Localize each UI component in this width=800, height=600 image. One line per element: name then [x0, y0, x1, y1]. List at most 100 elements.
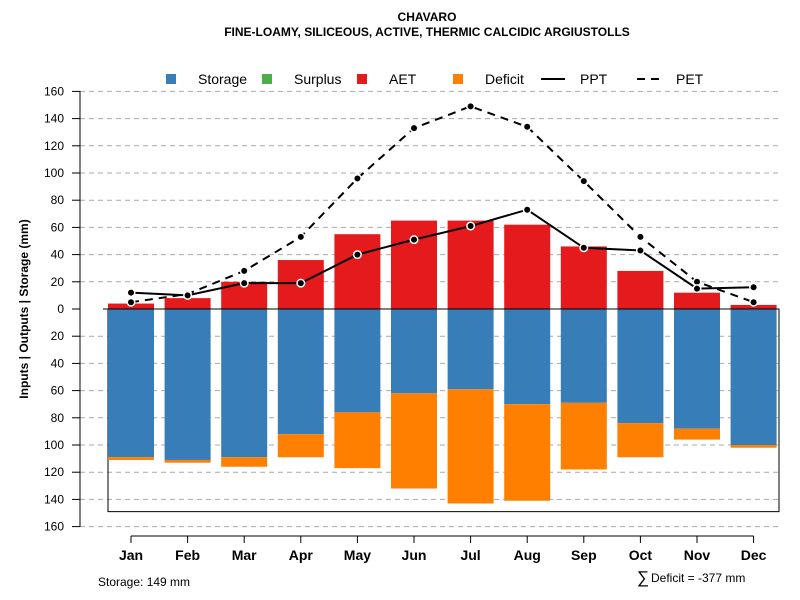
aet-bar	[447, 220, 494, 309]
pet-point	[524, 123, 531, 130]
legend: Storage Surplus AET Deficit PPT PET	[166, 71, 704, 87]
pet-line	[130, 105, 754, 304]
y-tick-label: 40	[51, 356, 65, 370]
deficit-bar	[391, 393, 437, 489]
x-tick-label: Aug	[514, 547, 541, 563]
legend-label: PET	[676, 71, 704, 87]
pet-point	[297, 233, 304, 240]
pet-point	[411, 125, 417, 132]
y-tick-label: 160	[44, 84, 64, 98]
deficit-bar	[674, 428, 720, 440]
x-tick-label: Apr	[289, 547, 314, 563]
ppt-point	[297, 280, 304, 287]
x-tick-label: Dec	[741, 547, 767, 563]
deficit-bar	[617, 423, 664, 458]
y-axis: 160 140 120 100 80 60 40 20 0 20 40 60 80 100 120 140 16…	[44, 84, 81, 534]
x-tick-label: Mar	[232, 547, 257, 563]
deficit-bar	[730, 445, 777, 448]
pet-point	[750, 299, 757, 306]
aet-bar	[334, 234, 381, 309]
ppt-point	[411, 236, 417, 243]
y-tick-label: 20	[51, 275, 65, 289]
chart-subtitle: FINE-LOAMY, SILICEOUS, ACTIVE, THERMIC C…	[224, 25, 630, 39]
deficit-bar	[447, 389, 494, 504]
y-tick-label: 60	[51, 384, 65, 398]
pet-point	[467, 103, 474, 110]
y-tick-label: 80	[51, 411, 65, 425]
ppt-point	[637, 247, 644, 254]
storage-bar	[447, 309, 494, 390]
ppt-point	[354, 251, 361, 258]
y-tick-label: 140	[44, 492, 64, 506]
x-tick-label: Jan	[119, 547, 143, 563]
x-tick-label: Jul	[460, 547, 480, 563]
storage-bar	[277, 309, 324, 435]
ppt-point	[694, 285, 700, 292]
legend-label: Storage	[198, 71, 247, 87]
y-tick-label: 20	[51, 329, 65, 343]
y-tick-label: 40	[51, 248, 65, 262]
deficit-bar	[221, 457, 268, 467]
x-tick-label: May	[344, 547, 371, 563]
aet-bar	[391, 220, 437, 309]
x-tick-label: Feb	[175, 547, 200, 563]
deficit-bar	[560, 402, 607, 470]
legend-swatch	[357, 74, 367, 84]
storage-footnote: Storage: 149 mm	[98, 575, 190, 589]
deficit-bar	[504, 404, 551, 501]
pet-point	[580, 178, 587, 185]
sum-icon: ∑	[637, 568, 649, 587]
deficit-bar	[334, 412, 381, 469]
storage-bar	[164, 309, 211, 460]
aet-bar	[617, 270, 664, 309]
pet-point	[694, 278, 700, 285]
deficit-bar	[108, 457, 154, 460]
y-tick-label: 160	[44, 520, 64, 534]
series-lines	[126, 101, 759, 307]
chart-title: CHAVARO	[398, 10, 457, 24]
aet-bar	[730, 304, 777, 309]
x-tick-label: Jun	[402, 547, 427, 563]
bars	[108, 220, 777, 504]
legend-swatch	[166, 74, 176, 84]
storage-bar	[617, 309, 664, 424]
pet-point	[241, 267, 248, 274]
ppt-point	[184, 292, 191, 299]
legend-label: Surplus	[294, 71, 341, 87]
deficit-footnote: Deficit = -377 mm	[651, 571, 745, 585]
aet-bar	[560, 246, 607, 309]
y-tick-label: 60	[51, 220, 65, 234]
storage-bar	[108, 309, 154, 458]
x-axis: Jan Feb Mar Apr May Jun Jul Aug Sep Oct Nov Dec	[119, 535, 767, 563]
x-tick-label: Sep	[571, 547, 597, 563]
storage-bar	[504, 309, 551, 405]
aet-bar	[504, 224, 551, 309]
ppt-point	[241, 280, 248, 287]
ppt-point	[750, 284, 757, 291]
y-tick-label: 100	[44, 166, 64, 180]
y-tick-label: 140	[44, 112, 64, 126]
storage-bar	[221, 309, 268, 458]
legend-swatch	[453, 74, 463, 84]
storage-bar	[391, 309, 437, 394]
legend-swatch	[262, 74, 272, 84]
y-tick-label: 120	[44, 139, 64, 153]
ppt-point	[467, 223, 474, 230]
pet-point	[637, 233, 644, 240]
y-axis-label: Inputs | Outputs | Storage (mm)	[17, 219, 31, 398]
storage-bar	[334, 309, 381, 413]
aet-bar	[164, 298, 211, 309]
pet-point	[128, 299, 134, 306]
storage-bar	[674, 309, 720, 429]
ppt-line	[130, 208, 754, 297]
ppt-point	[128, 289, 134, 296]
legend-label: PPT	[580, 71, 608, 87]
y-tick-label: 100	[44, 438, 64, 452]
y-tick-label: 80	[51, 193, 65, 207]
pet-point	[354, 175, 361, 182]
aet-bar	[674, 292, 720, 309]
legend-label: Deficit	[485, 71, 524, 87]
deficit-bar	[277, 434, 324, 458]
ppt-point	[524, 206, 531, 213]
